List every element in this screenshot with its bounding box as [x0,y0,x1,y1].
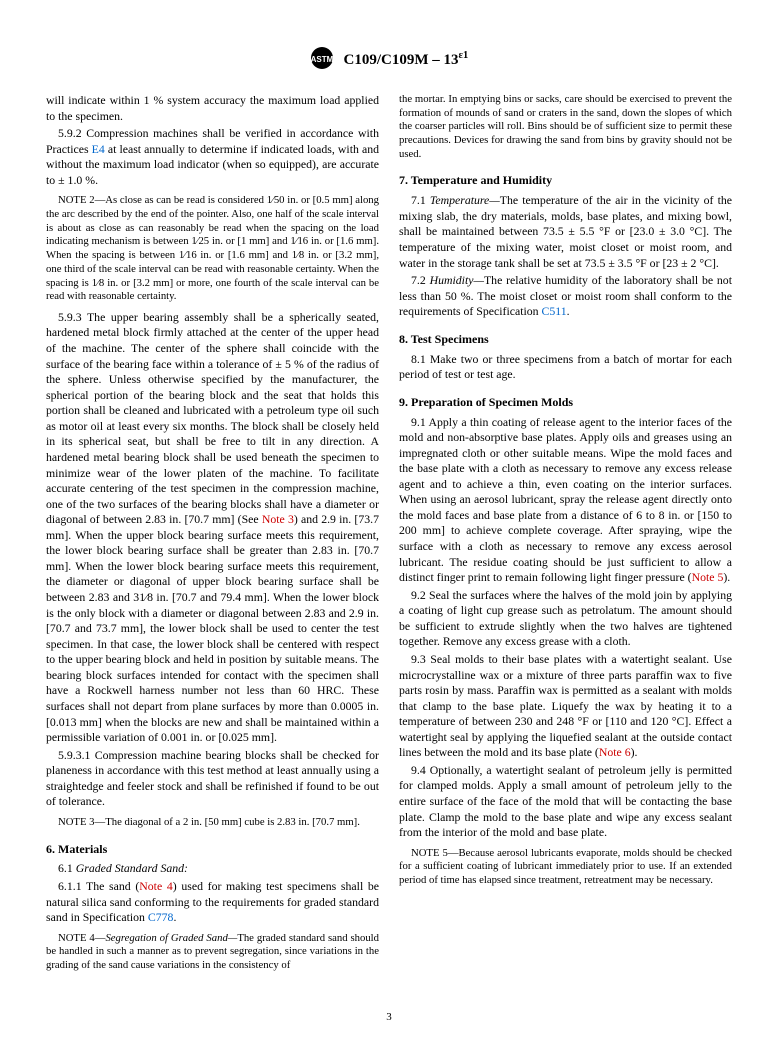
svg-text:ASTM: ASTM [310,55,333,64]
para-9-4: 9.4 Optionally, a watertight sealant of … [399,763,732,841]
note-3: NOTE 3—The diagonal of a 2 in. [50 mm] c… [46,816,379,830]
note-4-cont: the mortar. In emptying bins or sacks, c… [399,93,732,161]
note-2: NNOTE 2—As close as can be read is consi… [46,194,379,304]
designation: C109/C109M – 13 [344,52,459,68]
para-9-1: 9.1 Apply a thin coating of release agen… [399,415,732,586]
para-5-9-3: 5.9.3 The upper bearing assembly shall b… [46,310,379,746]
para-5-9-3-1: 5.9.3.1 Compression machine bearing bloc… [46,748,379,810]
link-note-3[interactable]: Note 3 [262,512,294,526]
para-6-1-1: 6.1.1 The sand (Note 4) used for making … [46,879,379,926]
link-c778[interactable]: C778 [148,910,174,924]
link-note-5[interactable]: Note 5 [692,570,724,584]
para-7-1: 7.1 Temperature—The temperature of the a… [399,193,732,271]
page-number: 3 [0,1011,778,1023]
para-8-1: 8.1 Make two or three specimens from a b… [399,352,732,383]
para-5-9-1-cont: will indicate within 1 % system accuracy… [46,93,379,124]
section-7-head: 7. Temperature and Humidity [399,173,732,189]
astm-logo: ASTM [310,46,334,75]
para-5-9-2: 5.9.2 Compression machines shall be veri… [46,126,379,188]
section-6-1: 6.1 Graded Standard Sand: [46,861,379,877]
para-9-3: 9.3 Seal molds to their base plates with… [399,652,732,761]
section-6-head: 6. Materials [46,842,379,858]
link-c511[interactable]: C511 [542,304,567,318]
link-e4[interactable]: E4 [92,142,105,156]
para-7-2: 7.2 Humidity—The relative humidity of th… [399,273,732,320]
note-4: NOTE 4—Segregation of Graded Sand—The gr… [46,932,379,973]
link-note-6[interactable]: Note 6 [599,745,631,759]
designation-superscript: ε1 [459,50,469,61]
section-9-head: 9. Preparation of Specimen Molds [399,395,732,411]
document-header: ASTM C109/C109M – 13ε1 [46,46,732,75]
section-8-head: 8. Test Specimens [399,332,732,348]
body-columns: will indicate within 1 % system accuracy… [46,93,732,973]
link-note-4[interactable]: Note 4 [139,879,173,893]
note-5: NOTE 5—Because aerosol lubricants evapor… [399,847,732,888]
para-9-2: 9.2 Seal the surfaces where the halves o… [399,588,732,650]
